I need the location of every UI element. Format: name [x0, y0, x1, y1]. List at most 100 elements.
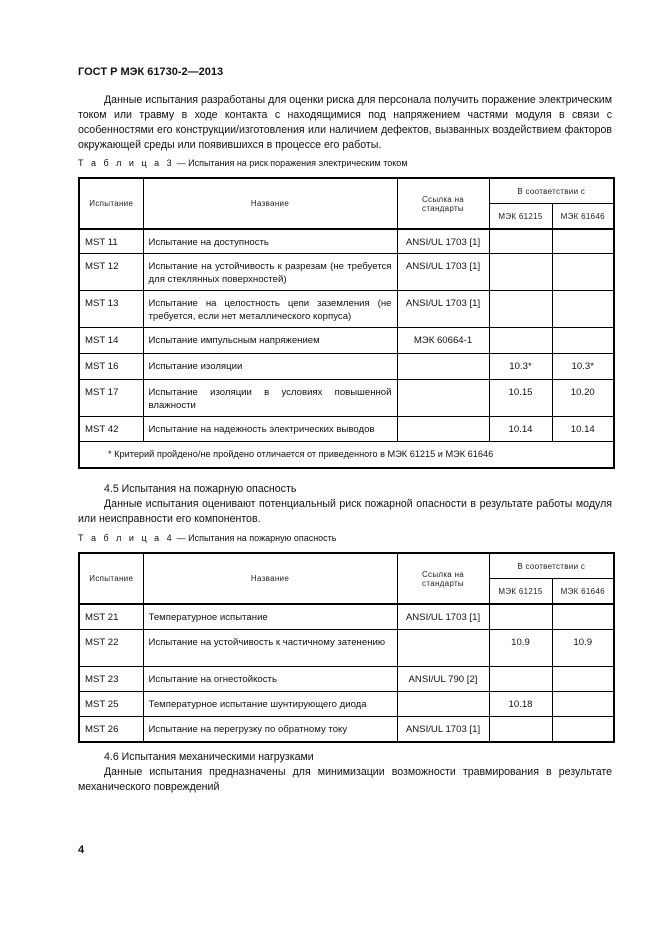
cell-iec61646: [551, 691, 615, 717]
cell-iec61646: [551, 603, 615, 630]
cell-ref: МЭК 60664-1: [396, 327, 490, 354]
cell-ref: ANSI/UL 790 [2]: [396, 666, 490, 692]
cell-test: MST 25: [78, 691, 144, 717]
table-4: Испытание Название Ссылка на стандарты В со…: [78, 552, 616, 743]
cell-iec61646: [551, 327, 615, 354]
header-name: Название: [142, 552, 398, 605]
section-4-5: 4.5 Испытания на пожарную опасность Данн…: [78, 482, 612, 527]
cell-iec61215: 10.15: [488, 379, 553, 417]
cell-name: Испытание изоляции в условиях повышенной…: [142, 379, 398, 417]
cell-ref: [396, 691, 490, 717]
cell-ref: [396, 379, 490, 417]
cell-iec61215: [488, 666, 553, 692]
header-according: В соответствии с: [488, 552, 615, 579]
cell-test: MST 16: [78, 353, 144, 380]
cell-name: Температурное испытание: [142, 603, 398, 630]
table-row: MST 22 Испытание на устойчивость к частич…: [78, 629, 615, 667]
cell-test: MST 26: [78, 716, 144, 743]
cell-iec61215: 10.3*: [488, 353, 553, 380]
cell-name: Испытание на огнестойкость: [142, 666, 398, 692]
header-iec61215: МЭК 61215: [488, 203, 553, 230]
cell-test: MST 42: [78, 416, 144, 442]
header-iec61646: МЭК 61646: [551, 578, 615, 605]
cell-name: Испытание на перегрузку по обратному ток…: [142, 716, 398, 743]
cell-ref: ANSI/UL 1703 [1]: [396, 253, 490, 291]
cell-ref: ANSI/UL 1703 [1]: [396, 603, 490, 630]
section-body-text: Данные испытания предназначены для миним…: [78, 766, 612, 793]
cell-name: Испытание на надежность электрических вы…: [142, 416, 398, 442]
header-name: Название: [142, 177, 398, 230]
cell-ref: [396, 416, 490, 442]
caption-text: — Испытания на риск поражения электричес…: [174, 158, 408, 168]
cell-iec61215: [488, 716, 553, 743]
table-3: Испытание Название Ссылка на стандарты В со…: [78, 177, 616, 469]
table-row: MST 13 Испытание на целостность цепи зазе…: [78, 290, 615, 328]
cell-iec61646: [551, 666, 615, 692]
cell-iec61215: [488, 228, 553, 254]
cell-test: MST 13: [78, 290, 144, 328]
table-footnote: * Критерий пройдено/не пройдено отличает…: [78, 441, 615, 469]
table-row: MST 16 Испытание изоляции 10.3* 10.3*: [78, 353, 615, 380]
table-row: MST 25 Температурное испытание шунтирующе…: [78, 691, 615, 717]
cell-iec61646: 10.9: [551, 629, 615, 667]
table3-caption: Т а б л и ц а 3 — Испытания на риск пора…: [78, 158, 408, 168]
cell-iec61646: [551, 716, 615, 743]
cell-ref: [396, 353, 490, 380]
table-row: MST 17 Испытание изоляции в условиях повы…: [78, 379, 615, 417]
cell-iec61646: [551, 253, 615, 291]
cell-test: MST 22: [78, 629, 144, 667]
cell-iec61215: [488, 290, 553, 328]
cell-iec61215: [488, 253, 553, 291]
cell-test: MST 23: [78, 666, 144, 692]
cell-name: Температурное испытание шунтирующего дио…: [142, 691, 398, 717]
caption-prefix: Т а б л и ц а 3: [78, 158, 175, 168]
cell-test: MST 21: [78, 603, 144, 630]
document-code-header: ГОСТ Р МЭК 61730-2—2013: [78, 66, 224, 78]
header-test: Испытание: [78, 177, 144, 230]
cell-name: Испытание на устойчивость к частичному з…: [142, 629, 398, 667]
header-test: Испытание: [78, 552, 144, 605]
section-title-text: 4.6 Испытания механическими нагрузками: [104, 751, 314, 763]
cell-test: MST 17: [78, 379, 144, 417]
cell-iec61646: [551, 290, 615, 328]
intro-text: Данные испытания разработаны для оценки …: [78, 94, 612, 151]
header-ref: Ссылка на стандарты: [396, 177, 490, 230]
header-iec61646: МЭК 61646: [551, 203, 615, 230]
cell-ref: ANSI/UL 1703 [1]: [396, 228, 490, 254]
table-row: MST 11 Испытание на доступность ANSI/UL 17…: [78, 228, 615, 254]
intro-paragraph: Данные испытания разработаны для оценки …: [78, 93, 612, 153]
cell-iec61646: 10.14: [551, 416, 615, 442]
cell-name: Испытание на устойчивость к разрезам (не…: [142, 253, 398, 291]
section-text: Данные испытания оценивают потенциальный…: [78, 497, 612, 527]
cell-iec61215: [488, 327, 553, 354]
section-4-6: 4.6 Испытания механическими нагрузками Д…: [78, 750, 612, 795]
cell-ref: [396, 629, 490, 667]
section-text: Данные испытания предназначены для миним…: [78, 765, 612, 795]
page-number: 4: [78, 844, 85, 856]
cell-iec61646: [551, 228, 615, 254]
section-title: 4.5 Испытания на пожарную опасность: [78, 482, 612, 497]
cell-test: MST 11: [78, 228, 144, 254]
cell-iec61215: 10.9: [488, 629, 553, 667]
table-row: MST 23 Испытание на огнестойкость ANSI/UL …: [78, 666, 615, 692]
cell-name: Испытание изоляции: [142, 353, 398, 380]
table-row: MST 26 Испытание на перегрузку по обратно…: [78, 716, 615, 743]
section-title: 4.6 Испытания механическими нагрузками: [78, 750, 612, 765]
header-ref: Ссылка на стандарты: [396, 552, 490, 605]
header-iec61215: МЭК 61215: [488, 578, 553, 605]
caption-text: — Испытания на пожарную опасность: [174, 533, 337, 543]
cell-iec61646: 10.20: [551, 379, 615, 417]
table4-caption: Т а б л и ц а 4 — Испытания на пожарную …: [78, 533, 337, 543]
cell-ref: ANSI/UL 1703 [1]: [396, 716, 490, 743]
cell-iec61646: 10.3*: [551, 353, 615, 380]
table-row: MST 14 Испытание импульсным напряжением МЭ…: [78, 327, 615, 354]
cell-iec61215: 10.14: [488, 416, 553, 442]
section-body-text: Данные испытания оценивают потенциальный…: [78, 498, 612, 525]
cell-test: MST 12: [78, 253, 144, 291]
header-according: В соответствии с: [488, 177, 615, 204]
cell-iec61215: [488, 603, 553, 630]
cell-test: MST 14: [78, 327, 144, 354]
cell-iec61215: 10.18: [488, 691, 553, 717]
cell-name: Испытание на доступность: [142, 228, 398, 254]
table-row: MST 42 Испытание на надежность электричес…: [78, 416, 615, 442]
